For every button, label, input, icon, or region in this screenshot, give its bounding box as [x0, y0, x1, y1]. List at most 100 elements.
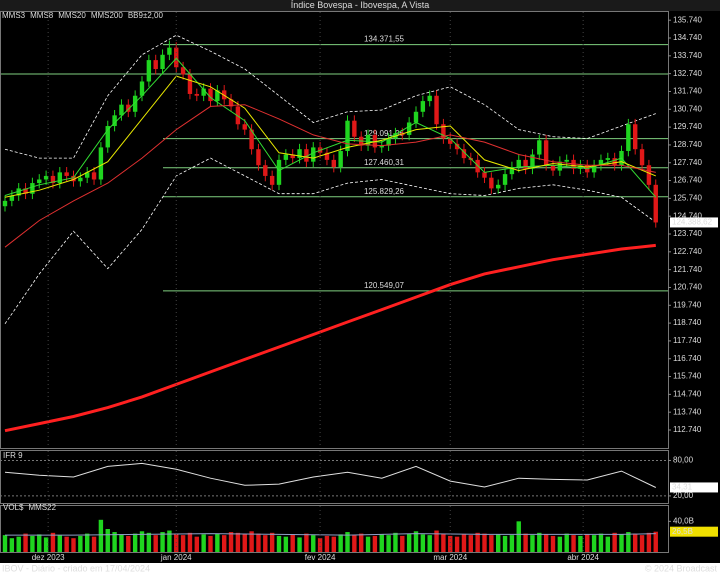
- candle-body: [23, 188, 28, 194]
- y-tick-label: 125.740: [673, 193, 702, 202]
- candle-body: [502, 174, 508, 185]
- moving-average: [4, 75, 656, 198]
- candle-body: [78, 177, 83, 182]
- candle-body: [626, 124, 631, 151]
- volume-bar: [578, 535, 583, 552]
- y-tick-label: 132.740: [673, 69, 702, 78]
- candle-body: [591, 165, 597, 173]
- candle-body: [324, 152, 330, 160]
- volume-bar: [9, 538, 15, 552]
- volume-bar: [91, 536, 97, 552]
- candle-body: [653, 184, 658, 223]
- volume-bar: [78, 535, 83, 552]
- volume-bar: [393, 532, 398, 552]
- volume-bar: [619, 534, 624, 552]
- volume-bar: [57, 535, 62, 552]
- candle-body: [132, 95, 138, 112]
- volume-bar: [208, 535, 213, 552]
- level-label: 120.549,07: [364, 281, 405, 290]
- volume-bar: [112, 532, 117, 552]
- candle-body: [9, 195, 15, 201]
- volume-bar: [269, 532, 275, 552]
- volume-bar: [406, 533, 412, 552]
- volume-bar: [242, 534, 247, 552]
- y-tick-label: 131.740: [673, 87, 702, 96]
- volume-bar: [475, 532, 480, 552]
- legend-entry: BB9±2,00: [128, 11, 164, 20]
- candle-body: [242, 124, 247, 130]
- candle-body: [276, 159, 282, 185]
- candle-body: [441, 124, 446, 139]
- panel-frames: [0, 11, 669, 553]
- last-value-label: 124.388,62: [672, 218, 713, 227]
- legend-entry: MMS3: [2, 11, 26, 20]
- x-tick-label: dez 2023: [32, 553, 65, 562]
- volume-bar: [146, 532, 152, 552]
- footer-right: © 2024 Broadcast: [645, 563, 718, 573]
- volume-bar: [557, 536, 563, 552]
- candle-body: [146, 60, 152, 82]
- y-tick-label: 113.740: [673, 407, 702, 416]
- candle-body: [372, 134, 378, 148]
- candle-body: [605, 158, 610, 160]
- volume-bar: [180, 535, 186, 552]
- volume-bar: [98, 519, 104, 552]
- y-tick-label: 116.740: [673, 354, 702, 363]
- volume-bar: [132, 533, 138, 552]
- level-label: 134.371,55: [364, 35, 405, 44]
- y-tick-label: 127.740: [673, 158, 702, 167]
- volume-bar: [85, 533, 90, 552]
- volume-bar: [30, 535, 35, 552]
- candle-body: [269, 175, 275, 185]
- last-value-label: 26,5B: [672, 527, 693, 536]
- volume-bar: [605, 536, 610, 552]
- candle-body: [119, 104, 124, 116]
- volume-bar: [365, 536, 371, 552]
- candle-body: [578, 165, 583, 169]
- candle-body: [57, 172, 62, 184]
- volume-bar: [37, 534, 42, 552]
- y-tick-label: 112.740: [673, 425, 702, 434]
- volume-bar: [530, 535, 535, 552]
- candle-body: [30, 183, 35, 194]
- candle-body: [235, 106, 241, 125]
- candle-body: [64, 172, 69, 176]
- volume-bar: [400, 535, 405, 552]
- candle-body: [187, 74, 193, 94]
- candle-body: [331, 159, 336, 168]
- volume-bar: [434, 530, 439, 552]
- volume-bar: [509, 535, 515, 552]
- volume-bar: [571, 535, 576, 552]
- y-tick-label: 124.740: [673, 211, 702, 220]
- candle-body: [461, 149, 467, 159]
- candle-body: [379, 145, 384, 148]
- candle-body: [454, 143, 460, 150]
- volume-bar: [215, 533, 220, 552]
- volume-bar: [153, 535, 158, 552]
- candle-body: [290, 154, 295, 159]
- volume-bar: [413, 531, 419, 552]
- footer-left: IBOV - Diário - criado em 17/04/2024: [2, 563, 150, 573]
- panel-title: IFR 9: [3, 451, 23, 460]
- candle-body: [612, 158, 617, 166]
- y-tick-label: 126.740: [673, 176, 702, 185]
- volume-bar: [550, 535, 556, 552]
- candle-body: [2, 200, 8, 207]
- volume-bar: [496, 534, 501, 552]
- volume-bar: [167, 530, 172, 552]
- volume-bar: [591, 535, 597, 552]
- candle-body: [448, 138, 453, 144]
- volume-bar: [160, 532, 165, 552]
- candle-body: [427, 95, 432, 102]
- candle-body: [406, 122, 412, 135]
- volume-bar: [448, 535, 453, 552]
- moving-average: [4, 243, 656, 433]
- volume-bar: [482, 533, 487, 552]
- candle-body: [386, 138, 391, 146]
- candle-body: [646, 165, 652, 185]
- moving-average: [4, 104, 656, 248]
- candle-body: [345, 120, 350, 151]
- volume-bar: [564, 533, 569, 552]
- volume-bar: [43, 537, 49, 552]
- volume-bar: [71, 538, 76, 552]
